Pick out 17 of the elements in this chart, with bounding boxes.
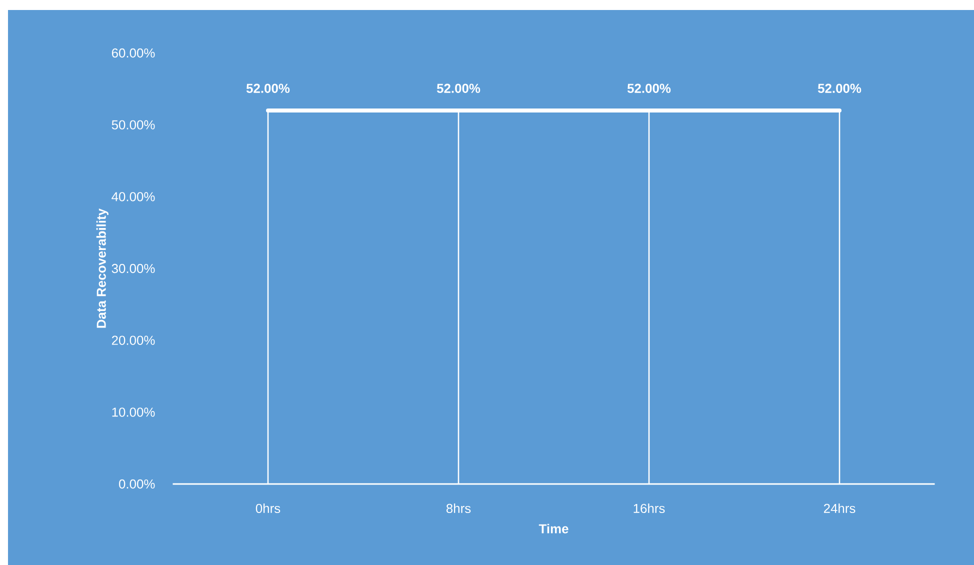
- y-tick-label: 0.00%: [119, 479, 155, 489]
- data-label: 52.00%: [627, 84, 671, 93]
- y-axis-title: Data Recoverability: [96, 208, 108, 328]
- y-tick-label: 20.00%: [112, 336, 155, 345]
- data-label: 52.00%: [436, 84, 480, 93]
- x-tick-label: 24hrs: [824, 504, 856, 514]
- data-label: 52.00%: [246, 84, 290, 93]
- x-axis-title: Time: [538, 524, 568, 534]
- y-tick-label: 30.00%: [112, 264, 155, 274]
- y-tick-label: 50.00%: [112, 120, 155, 130]
- x-tick-label: 8hrs: [446, 504, 471, 514]
- x-tick-label: 0hrs: [256, 504, 280, 514]
- x-tick-label: 16hrs: [634, 504, 665, 514]
- data-label: 52.00%: [818, 84, 862, 93]
- y-tick-label: 10.00%: [112, 408, 155, 417]
- y-tick-label: 60.00%: [112, 48, 155, 58]
- y-tick-label: 40.00%: [112, 192, 155, 202]
